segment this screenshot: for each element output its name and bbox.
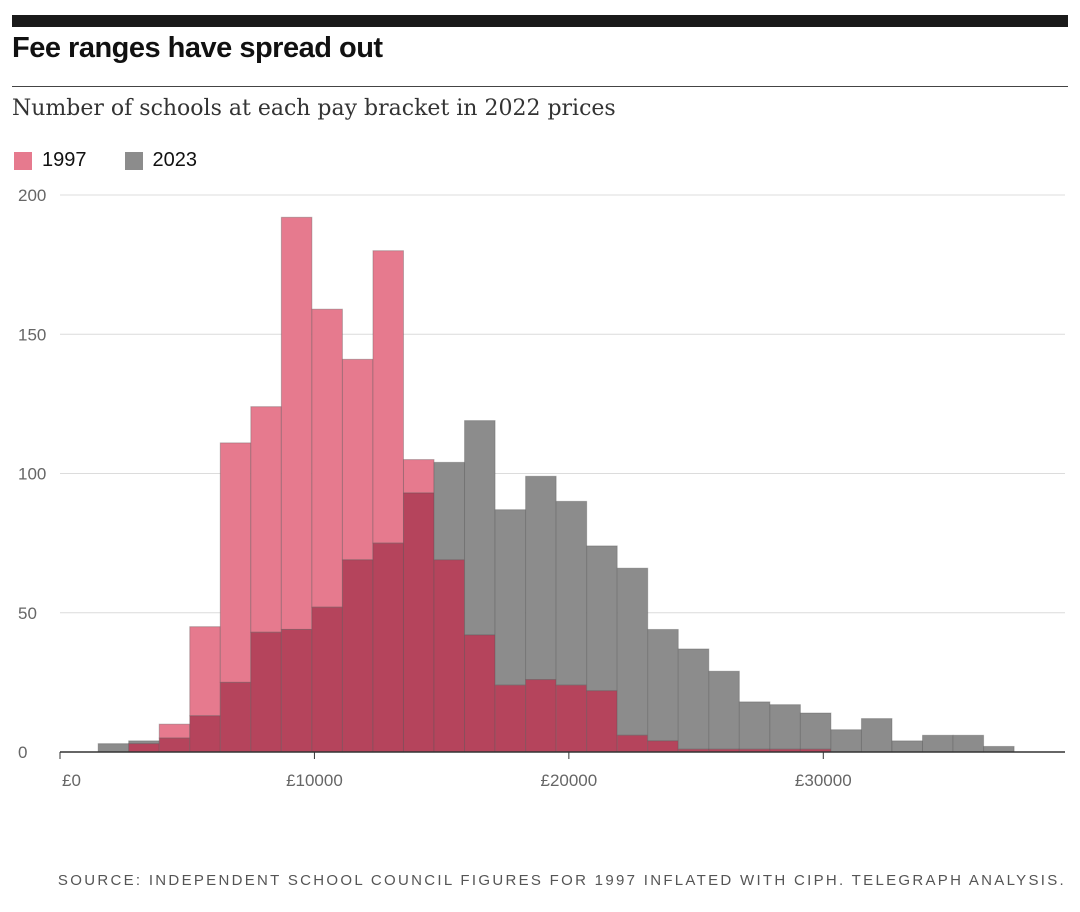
x-tick-label: £30000 bbox=[795, 771, 852, 790]
bar-2023-bin-20 bbox=[708, 670, 740, 750]
bar-overlap-bin-14 bbox=[525, 679, 557, 753]
bar-2023-bin-17 bbox=[616, 567, 649, 736]
chart-subtitle: Number of schools at each pay bracket in… bbox=[12, 96, 616, 121]
bar-2023-bin-23 bbox=[799, 712, 832, 750]
bar-overlap-bin-18 bbox=[647, 740, 679, 753]
bar-2023-bin-15 bbox=[555, 500, 588, 686]
bar-1997-bin-3 bbox=[189, 626, 221, 717]
bar-overlap-bin-5 bbox=[250, 631, 282, 753]
legend-swatch-1997 bbox=[14, 151, 32, 170]
y-tick-label: 50 bbox=[18, 604, 37, 623]
bar-overlap-bin-13 bbox=[494, 684, 527, 753]
top-rule-bar bbox=[12, 15, 1068, 27]
legend-swatch-2023 bbox=[124, 151, 143, 170]
bar-overlap-bin-10 bbox=[402, 492, 435, 753]
title-divider bbox=[12, 86, 1068, 87]
bar-2023-bin-29 bbox=[983, 745, 1015, 753]
bar-overlap-bin-15 bbox=[555, 684, 588, 753]
bar-1997-bin-5 bbox=[250, 406, 282, 633]
bar-overlap-bin-3 bbox=[189, 715, 221, 753]
bar-2023-bin-18 bbox=[647, 628, 679, 742]
x-tick-label: £20000 bbox=[540, 771, 597, 790]
bar-1997-bin-7 bbox=[311, 308, 343, 608]
bar-overlap-bin-4 bbox=[219, 681, 252, 753]
bar-overlap-bin-6 bbox=[280, 628, 313, 753]
legend-item-2023: 2023 bbox=[124, 149, 198, 172]
bar-2023-bin-19 bbox=[677, 648, 710, 750]
bar-overlap-bin-1 bbox=[128, 743, 160, 753]
histogram-chart: 0 50 100 150 200 £0 £10000 £20000 £30000 bbox=[18, 186, 1065, 790]
bar-2023-bin-28 bbox=[952, 734, 985, 753]
bar-2023-bin-21 bbox=[738, 701, 771, 750]
bar-2023-bin-27 bbox=[922, 734, 954, 753]
x-tick-label: £10000 bbox=[286, 771, 343, 790]
bar-overlap-bin-16 bbox=[586, 690, 618, 753]
bar-overlap-bin-12 bbox=[464, 634, 496, 753]
y-tick-label: 100 bbox=[18, 465, 46, 484]
bar-overlap-bin-8 bbox=[341, 559, 374, 753]
bar-overlap-bin-17 bbox=[616, 734, 649, 753]
source-note: SOURCE: INDEPENDENT SCHOOL COUNCIL FIGUR… bbox=[57, 872, 1066, 889]
legend: 1997 2023 bbox=[14, 149, 235, 172]
bar-overlap-bin-9 bbox=[372, 542, 404, 753]
bar-1997-bin-2 bbox=[158, 723, 191, 739]
bar-2023-bin-14 bbox=[525, 475, 557, 681]
chart-title: Fee ranges have spread out bbox=[12, 32, 383, 64]
bar-2023-bin-26 bbox=[891, 740, 924, 753]
bar-2023-bin-25 bbox=[860, 718, 893, 753]
x-tick-label: £0 bbox=[62, 771, 81, 790]
bar-overlap-bin-7 bbox=[311, 606, 343, 753]
bar-2023-bin-22 bbox=[769, 704, 801, 750]
bar-2023-bin-24 bbox=[830, 729, 862, 753]
y-tick-label: 150 bbox=[18, 325, 46, 344]
legend-label-1997: 1997 bbox=[42, 149, 87, 171]
bar-2023-bin-13 bbox=[494, 509, 527, 686]
bar-1997-bin-9 bbox=[372, 250, 404, 544]
y-tick-label: 200 bbox=[18, 186, 46, 205]
bar-1997-bin-8 bbox=[341, 358, 374, 561]
bar-1997-bin-6 bbox=[280, 216, 313, 630]
bar-overlap-bin-11 bbox=[433, 559, 466, 753]
bar-1997-bin-10 bbox=[402, 459, 435, 494]
bar-overlap-bin-2 bbox=[158, 737, 191, 753]
legend-item-1997: 1997 bbox=[14, 149, 87, 172]
y-tick-label: 0 bbox=[18, 743, 27, 762]
bar-2023-bin-16 bbox=[586, 545, 618, 692]
legend-label-2023: 2023 bbox=[152, 149, 198, 171]
bar-2023-bin-0 bbox=[97, 743, 130, 753]
bar-1997-bin-4 bbox=[219, 442, 252, 683]
bar-2023-bin-12 bbox=[464, 420, 496, 636]
bar-2023-bin-11 bbox=[433, 461, 466, 561]
